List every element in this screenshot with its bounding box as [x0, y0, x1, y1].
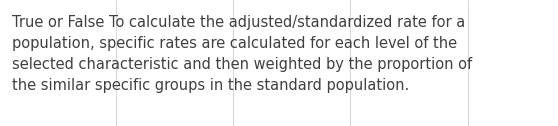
Text: True or False To calculate the adjusted/standardized rate for a
population, spec: True or False To calculate the adjusted/…: [12, 15, 473, 93]
